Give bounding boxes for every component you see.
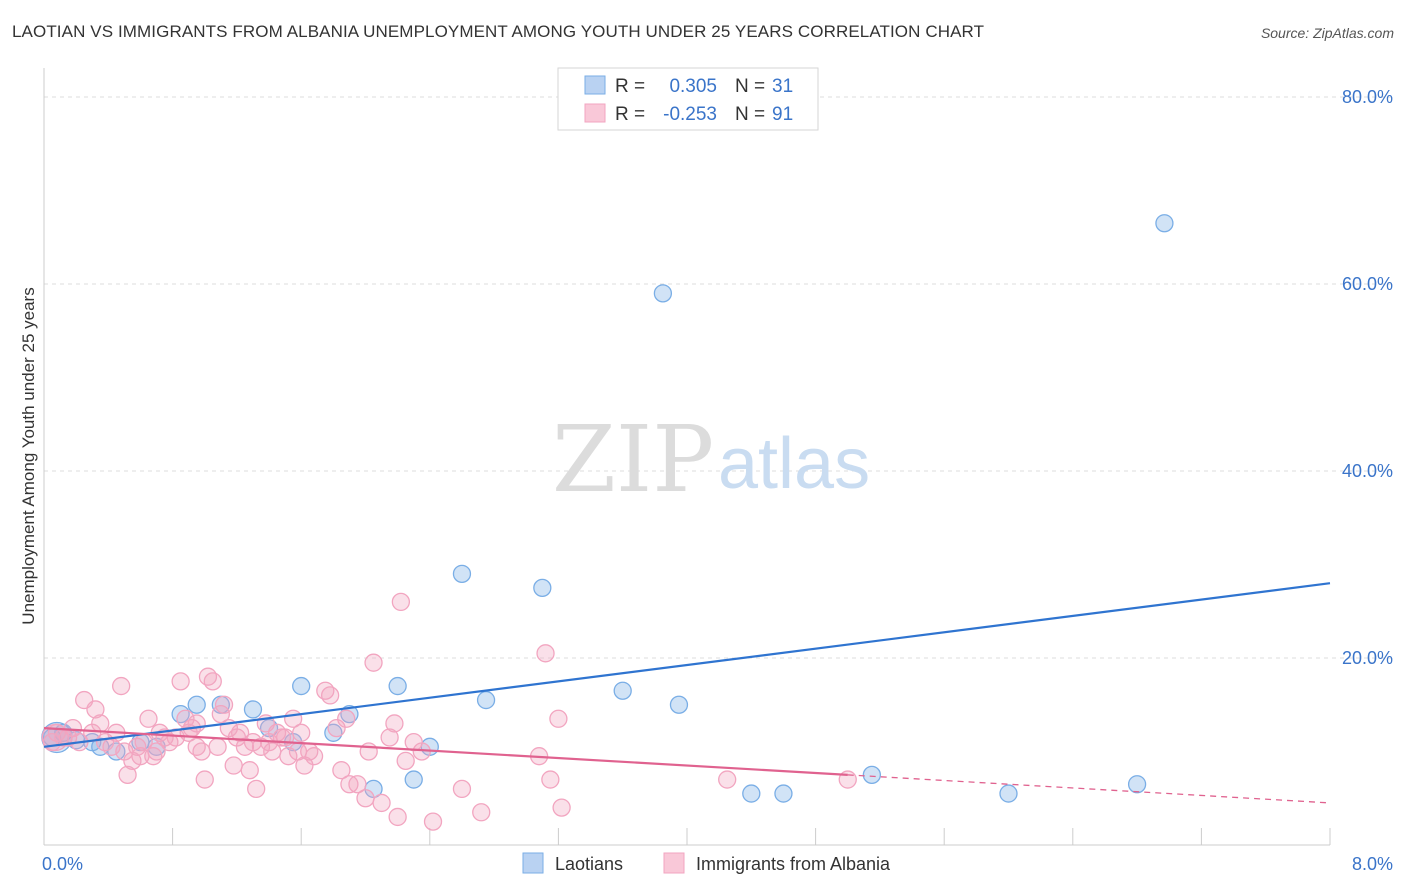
albania-point-87 bbox=[131, 747, 150, 766]
albania-point-72 bbox=[391, 592, 411, 612]
albania-point-80 bbox=[536, 644, 555, 663]
albania-point-82 bbox=[549, 709, 568, 728]
albania-point-67 bbox=[364, 653, 383, 672]
albania-point-78 bbox=[472, 803, 491, 822]
legend-swatch-laotians-bottom bbox=[522, 852, 544, 874]
albania-point-71 bbox=[388, 807, 407, 827]
albania-point-59 bbox=[320, 686, 340, 705]
albania-point-38 bbox=[224, 756, 243, 775]
legend-albania-label: Immigrants from Albania bbox=[696, 854, 891, 874]
albania-point-61 bbox=[332, 761, 351, 780]
laotians-point-27 bbox=[742, 784, 761, 803]
watermark-atlas: atlas bbox=[718, 424, 870, 504]
laotians-point-30 bbox=[999, 784, 1018, 803]
albania-point-29 bbox=[187, 714, 206, 733]
albania-point-62 bbox=[337, 709, 356, 728]
y-tick-label-2: 60.0% bbox=[1342, 274, 1393, 294]
laotians-point-32 bbox=[1155, 214, 1174, 233]
x-tick-label-0: 0.0% bbox=[42, 854, 83, 874]
albania-point-69 bbox=[380, 728, 399, 747]
y-tick-label-0: 20.0% bbox=[1342, 648, 1393, 668]
series-legend: Laotians Immigrants from Albania bbox=[522, 852, 891, 874]
albania-point-76 bbox=[423, 812, 443, 831]
grid-lines bbox=[44, 96, 1392, 659]
legend-swatch-laotians bbox=[584, 75, 606, 95]
albania-point-65 bbox=[356, 789, 375, 808]
x-tick-label-1: 8.0% bbox=[1352, 854, 1393, 874]
watermark-zip: ZIP bbox=[552, 406, 714, 513]
y-axis-label: Unemployment Among Youth under 25 years bbox=[19, 287, 38, 624]
albania-point-14 bbox=[118, 765, 137, 785]
series-albania-points bbox=[41, 592, 857, 831]
laotians-point-25 bbox=[653, 284, 673, 303]
laotians-point-21 bbox=[452, 564, 472, 583]
albania-point-54 bbox=[292, 723, 311, 742]
laotians-point-18 bbox=[388, 676, 407, 696]
laotians-point-28 bbox=[774, 784, 793, 803]
laotians-point-31 bbox=[1127, 775, 1147, 794]
y-tick-label-1: 40.0% bbox=[1342, 461, 1393, 481]
chart-title: LAOTIAN VS IMMIGRANTS FROM ALBANIA UNEMP… bbox=[12, 22, 985, 41]
albania-point-70 bbox=[385, 714, 404, 733]
laotians-point-23 bbox=[533, 578, 552, 598]
albania-point-57 bbox=[304, 747, 324, 766]
albania-point-81 bbox=[541, 770, 560, 789]
laotians-point-9 bbox=[187, 695, 206, 714]
trend-lines bbox=[43, 582, 1331, 804]
albania-trend-line-dashed bbox=[847, 774, 1331, 804]
y-tick-label-3: 80.0% bbox=[1342, 87, 1393, 107]
albania-point-68 bbox=[372, 793, 391, 813]
albania-point-42 bbox=[240, 761, 259, 780]
laotians-point-19 bbox=[404, 770, 423, 789]
albania-point-12 bbox=[112, 676, 131, 696]
legend-r-value-2: -0.253 bbox=[663, 104, 717, 125]
legend-r-label-2: R = bbox=[615, 104, 645, 125]
albania-point-31 bbox=[195, 770, 214, 789]
legend-n-value-2: 91 bbox=[772, 104, 793, 125]
laotians-point-29 bbox=[862, 765, 882, 785]
watermark: ZIP atlas bbox=[552, 406, 870, 513]
legend-r-value-1: 0.305 bbox=[669, 76, 717, 97]
laotians-point-24 bbox=[613, 681, 632, 700]
albania-point-84 bbox=[718, 770, 737, 789]
laotians-trend-line bbox=[43, 582, 1331, 748]
albania-point-55 bbox=[295, 756, 314, 775]
albania-point-64 bbox=[348, 775, 367, 794]
laotians-point-26 bbox=[669, 695, 689, 714]
albania-point-44 bbox=[247, 779, 266, 799]
legend-n-value-1: 31 bbox=[772, 76, 793, 97]
legend-laotians-label: Laotians bbox=[555, 854, 623, 874]
albania-point-60 bbox=[327, 718, 346, 738]
laotians-point-14 bbox=[292, 676, 311, 696]
albania-point-18 bbox=[139, 709, 158, 728]
source-credit: Source: ZipAtlas.com bbox=[1260, 25, 1394, 41]
axes bbox=[43, 68, 1331, 846]
albania-point-77 bbox=[452, 779, 472, 799]
albania-point-8 bbox=[91, 714, 110, 733]
albania-point-34 bbox=[208, 737, 227, 756]
albania-point-25 bbox=[171, 672, 190, 691]
albania-point-7 bbox=[86, 700, 105, 719]
legend-swatch-albania bbox=[584, 103, 606, 123]
albania-point-40 bbox=[230, 723, 250, 742]
albania-point-26 bbox=[176, 709, 195, 728]
albania-point-66 bbox=[359, 742, 378, 761]
albania-trend-line bbox=[43, 727, 848, 776]
tick-labels: 20.0% 40.0% 60.0% 80.0% 0.0% 8.0% bbox=[42, 87, 1393, 874]
albania-point-83 bbox=[552, 798, 571, 817]
legend-n-label-1: N = bbox=[735, 76, 765, 97]
albania-point-88 bbox=[187, 737, 206, 756]
legend-n-label-2: N = bbox=[735, 104, 765, 125]
laotians-point-22 bbox=[476, 690, 496, 710]
albania-point-73 bbox=[396, 751, 415, 770]
correlation-legend: R = 0.305 N = 31 R = -0.253 N = 91 bbox=[557, 67, 819, 131]
laotians-point-11 bbox=[243, 700, 263, 719]
albania-point-36 bbox=[214, 695, 234, 714]
albania-point-33 bbox=[203, 672, 222, 691]
legend-swatch-albania-bottom bbox=[663, 852, 685, 874]
legend-r-label-1: R = bbox=[615, 76, 645, 97]
albania-point-51 bbox=[279, 747, 298, 766]
